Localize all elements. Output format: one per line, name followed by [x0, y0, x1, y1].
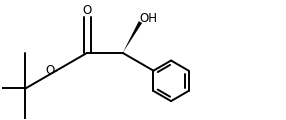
Text: O: O — [82, 4, 92, 17]
Text: O: O — [45, 64, 54, 77]
Polygon shape — [123, 21, 142, 53]
Text: OH: OH — [140, 12, 158, 25]
